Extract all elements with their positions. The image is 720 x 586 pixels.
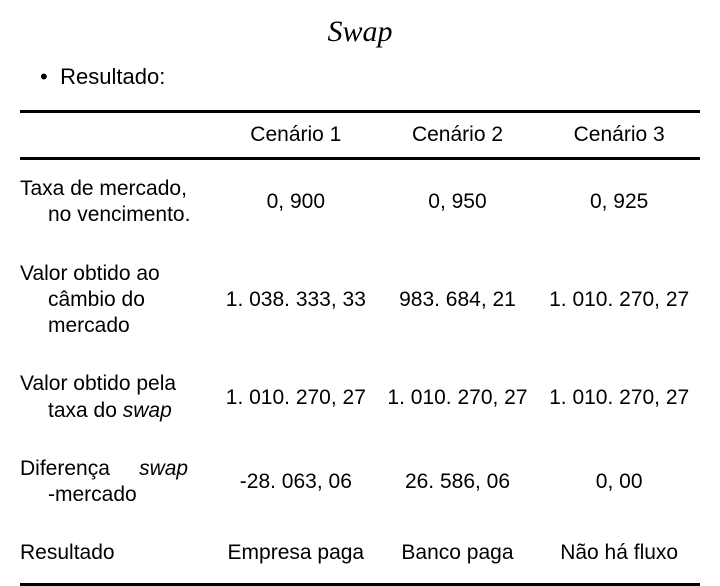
page-title: Swap — [20, 15, 700, 49]
row-label: Valor obtido ao câmbio do mercado — [20, 245, 215, 356]
header-scenario-3: Cenário 3 — [538, 112, 700, 159]
header-scenario-1: Cenário 1 — [215, 112, 377, 159]
label-line: câmbio do — [20, 287, 211, 313]
table-header-row: Cenário 1 Cenário 2 Cenário 3 — [20, 112, 700, 159]
cell-value: 1. 010. 270, 27 — [538, 355, 700, 440]
row-label: Valor obtido pela taxa do swap — [20, 355, 215, 440]
cell-value: 1. 038. 333, 33 — [215, 245, 377, 356]
row-label: Diferença swap -mercado — [20, 440, 215, 525]
cell-value: 0, 950 — [377, 159, 539, 245]
cell-value: 0, 900 — [215, 159, 377, 245]
cell-value: 1. 010. 270, 27 — [377, 355, 539, 440]
cell-value: 983. 684, 21 — [377, 245, 539, 356]
label-line: Valor obtido ao — [20, 262, 160, 285]
label-line: Valor obtido pela — [20, 372, 176, 395]
row-label: Taxa de mercado, no vencimento. — [20, 159, 215, 245]
cell-value: Empresa paga — [215, 524, 377, 584]
table-row: Taxa de mercado, no vencimento. 0, 900 0… — [20, 159, 700, 245]
label-line: no vencimento. — [20, 202, 211, 228]
label-line: mercado — [20, 313, 211, 339]
subtitle-bullet: • Resultado: — [40, 64, 700, 90]
table-row: Valor obtido ao câmbio do mercado 1. 038… — [20, 245, 700, 356]
subtitle-text: Resultado: — [60, 64, 165, 89]
row-label: Resultado — [20, 524, 215, 584]
cell-value: 1. 010. 270, 27 — [538, 245, 700, 356]
label-line: taxa do swap — [20, 398, 211, 424]
cell-value: Não há fluxo — [538, 524, 700, 584]
label-line: Diferença swap — [20, 457, 188, 480]
cell-value: 1. 010. 270, 27 — [215, 355, 377, 440]
cell-value: 26. 586, 06 — [377, 440, 539, 525]
cell-value: Banco paga — [377, 524, 539, 584]
swap-results-table: Cenário 1 Cenário 2 Cenário 3 Taxa de me… — [20, 110, 700, 586]
cell-value: -28. 063, 06 — [215, 440, 377, 525]
table-row: Resultado Empresa paga Banco paga Não há… — [20, 524, 700, 584]
cell-value: 0, 00 — [538, 440, 700, 525]
cell-value: 0, 925 — [538, 159, 700, 245]
table-row: Diferença swap -mercado -28. 063, 06 26.… — [20, 440, 700, 525]
table-row: Valor obtido pela taxa do swap 1. 010. 2… — [20, 355, 700, 440]
bullet-dot-icon: • — [40, 64, 54, 90]
label-line: Taxa de mercado, — [20, 177, 187, 200]
label-line: -mercado — [20, 482, 211, 508]
header-blank — [20, 112, 215, 159]
header-scenario-2: Cenário 2 — [377, 112, 539, 159]
